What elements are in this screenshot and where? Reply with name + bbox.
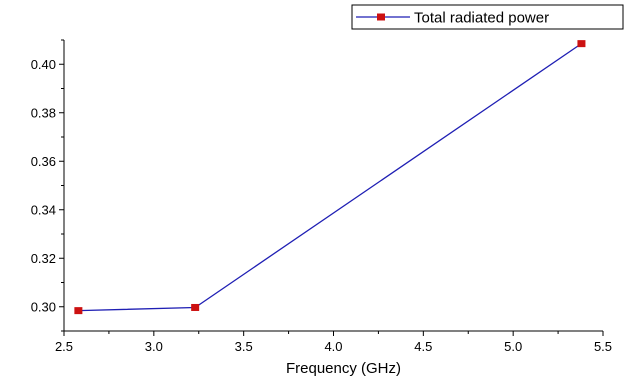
data-point: [191, 303, 200, 311]
y-tick-label: 0.38: [31, 105, 56, 120]
y-tick-label: 0.30: [31, 299, 56, 314]
y-tick-label: 0.36: [31, 154, 56, 169]
x-tick-label: 3.0: [145, 339, 163, 354]
x-tick-label: 2.5: [55, 339, 73, 354]
y-tick-label: 0.40: [31, 57, 56, 72]
x-tick-label: 5.0: [504, 339, 522, 354]
data-point: [577, 40, 586, 48]
plot-area: [74, 40, 586, 315]
x-tick-label: 3.5: [235, 339, 253, 354]
x-axis-label: Frequency (GHz): [286, 360, 401, 377]
x-tick-label: 4.0: [324, 339, 342, 354]
ticks: 2.5 3.0 3.5 4.0 4.5 5.0 5.5 0.30 0.32 0.34 0.36 0.3…: [31, 39, 612, 354]
x-tick-label: 5.5: [594, 339, 612, 354]
legend: Total radiated power: [351, 4, 624, 30]
y-tick-label: 0.32: [31, 251, 56, 266]
x-tick-label: 4.5: [414, 339, 432, 354]
series-line: [78, 43, 582, 312]
data-point: [74, 307, 83, 315]
y-tick-label: 0.34: [31, 202, 56, 217]
legend-marker: [377, 13, 385, 21]
legend-label: Total radiated power: [414, 10, 549, 27]
